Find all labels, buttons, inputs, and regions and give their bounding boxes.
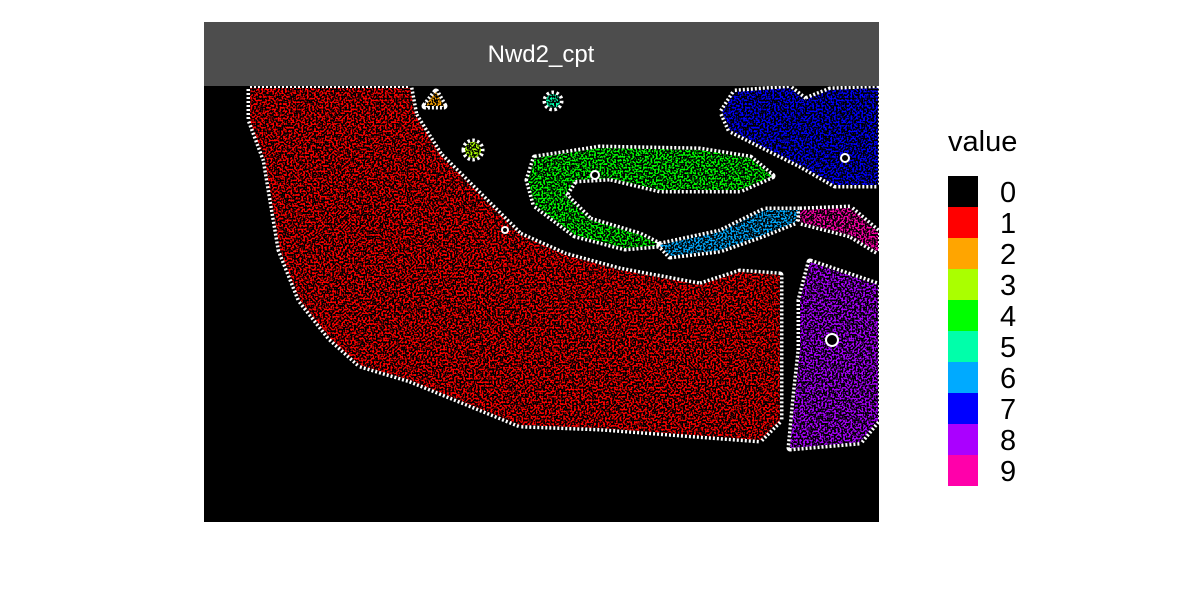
cluster-5-region-speckle [546,94,560,108]
tissue-hole [501,226,509,234]
legend-label-7: 7 [1000,394,1016,426]
tissue-hole [825,333,839,347]
legend-label-0: 0 [1000,177,1016,209]
legend-label-2: 2 [1000,239,1016,271]
facet-title: Nwd2_cpt [488,41,595,68]
cluster-4-region-boundary [524,144,776,252]
legend-key-6 [948,362,978,393]
legend-label-3: 3 [1000,270,1016,302]
cluster-7-region-speckle [722,88,878,185]
legend-key-7 [948,393,978,424]
legend-key-9 [948,455,978,486]
cluster-8-region-speckle [790,262,878,448]
facet-strip [204,22,879,86]
legend-label-5: 5 [1000,332,1016,364]
legend-key-8 [948,424,978,455]
cluster-3-region-speckle [465,142,481,158]
cluster-6-region-speckle [660,210,800,256]
legend-label-4: 4 [1000,301,1016,333]
cluster-1-region-speckle [250,88,780,440]
legend-key-2 [948,238,978,269]
legend-label-1: 1 [1000,208,1016,240]
legend-title: value [948,126,1017,158]
cluster-6-region-boundary [656,206,804,260]
legend-key-1 [948,207,978,238]
tissue-hole [590,170,600,180]
legend-key-0 [948,176,978,207]
legend-key-5 [948,331,978,362]
legend-label-8: 8 [1000,425,1016,457]
cluster-9-region-speckle [800,208,878,252]
legend-label-6: 6 [1000,363,1016,395]
legend-key-3 [948,269,978,300]
cluster-2-region-speckle [425,92,444,106]
legend-key-4 [948,300,978,331]
tissue-hole [840,153,850,163]
legend-label-9: 9 [1000,456,1016,488]
tissue-regions [246,86,879,452]
cluster-4-region-speckle [528,148,772,248]
